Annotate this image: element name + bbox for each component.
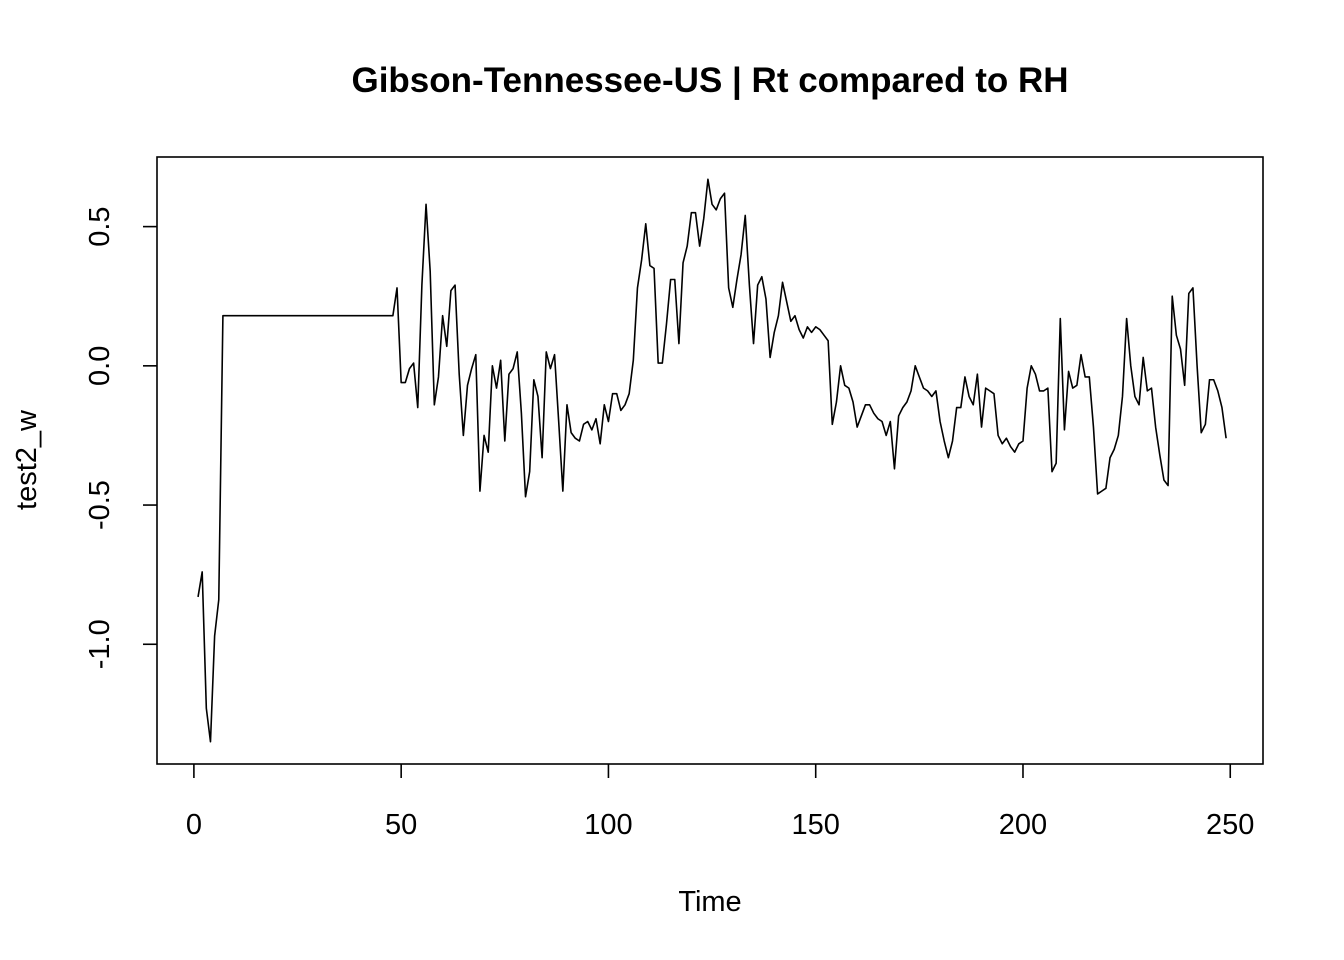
y-axis: -1.0 -0.5 0.0 0.5 <box>84 206 157 669</box>
y-tick-label: -0.5 <box>84 480 116 530</box>
x-tick-label: 0 <box>186 809 202 841</box>
y-tick-label: -1.0 <box>84 619 116 669</box>
x-axis: 0 50 100 150 200 250 <box>186 764 1254 841</box>
plot-frame <box>156 156 1264 765</box>
series-line <box>197 178 1227 743</box>
x-tick-label: 50 <box>385 809 417 841</box>
y-axis-label: test2_w <box>11 409 43 510</box>
y-tick-label: 0.0 <box>84 346 116 386</box>
x-tick-label: 150 <box>792 809 840 841</box>
x-tick-label: 200 <box>999 809 1047 841</box>
chart-title: Gibson-Tennessee-US | Rt compared to RH <box>351 61 1068 100</box>
x-tick-label: 100 <box>584 809 632 841</box>
x-tick-label: 250 <box>1206 809 1254 841</box>
x-axis-label: Time <box>678 886 741 918</box>
y-tick-label: 0.5 <box>84 206 116 246</box>
